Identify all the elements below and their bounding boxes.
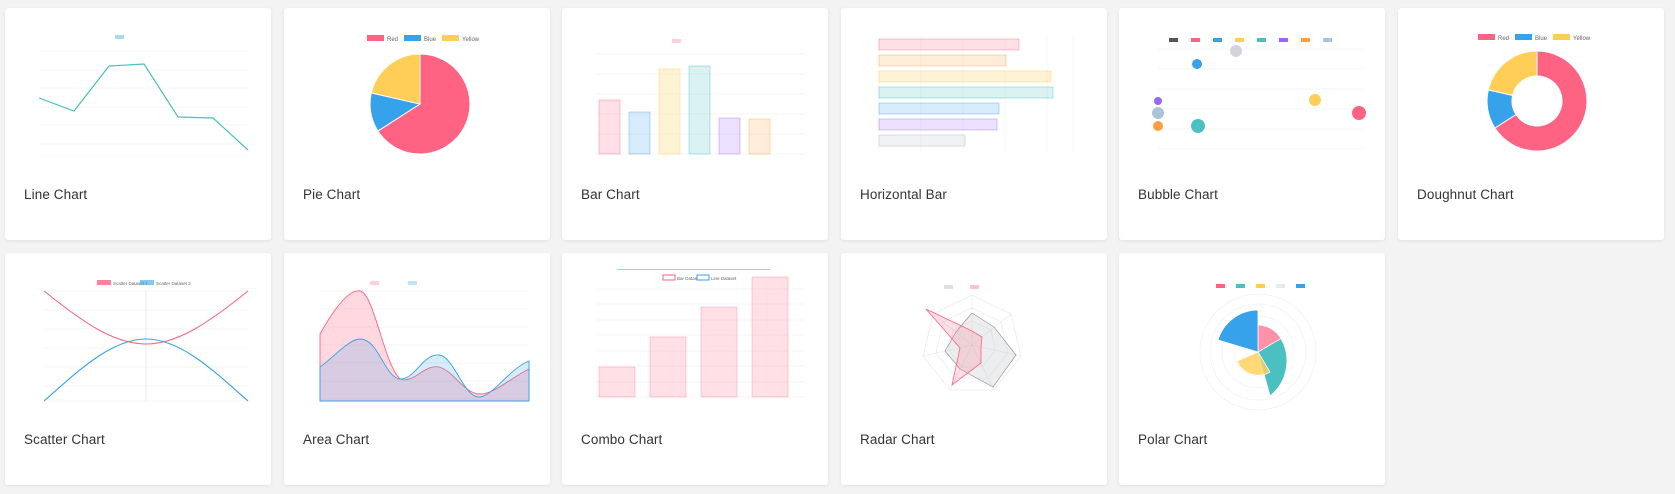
horizontal-bar-chart-thumbnail [878, 38, 1074, 153]
card-label: Horizontal Bar [860, 187, 947, 202]
svg-text:Red: Red [1498, 36, 1509, 42]
combo-chart-thumbnail: Bar Dataset Line Dataset [596, 269, 805, 398]
svg-text:Bar Dataset: Bar Dataset [677, 276, 702, 281]
card-label: Polar Chart [1138, 432, 1208, 447]
svg-text:Yellow: Yellow [462, 37, 480, 43]
svg-text:Blue: Blue [424, 37, 437, 43]
bubble-chart-thumbnail [1152, 38, 1366, 150]
svg-text:Red: Red [387, 37, 398, 43]
card-scatter-chart[interactable]: Scatter Dataset 1 Scatter Dataset 2 Scat… [5, 253, 271, 485]
card-doughnut-chart[interactable]: Red Blue Yellow Doughnut Chart [1398, 8, 1664, 240]
doughnut-chart-thumbnail: Red Blue Yellow [1478, 34, 1591, 152]
card-horizontal-bar-chart[interactable]: Horizontal Bar [841, 8, 1107, 240]
scatter-chart-thumbnail: Scatter Dataset 1 Scatter Dataset 2 [43, 280, 249, 402]
card-area-chart[interactable]: Area Chart [284, 253, 550, 485]
area-chart-thumbnail [319, 281, 530, 402]
card-label: Bar Chart [581, 187, 640, 202]
card-polar-chart[interactable]: Polar Chart [1119, 253, 1385, 485]
svg-text:Yellow: Yellow [1573, 36, 1591, 42]
svg-text:Scatter Dataset 1: Scatter Dataset 1 [113, 281, 148, 286]
svg-text:Scatter Dataset 2: Scatter Dataset 2 [156, 281, 191, 286]
svg-text:Blue: Blue [1535, 36, 1548, 42]
card-label: Combo Chart [581, 432, 663, 447]
card-bar-chart[interactable]: Bar Chart [562, 8, 828, 240]
bar-chart-thumbnail [596, 39, 805, 155]
card-line-chart[interactable]: Line Chart [5, 8, 271, 240]
radar-chart-thumbnail [922, 285, 1022, 391]
card-label: Bubble Chart [1138, 187, 1218, 202]
card-label: Radar Chart [860, 432, 935, 447]
card-combo-chart[interactable]: Bar Dataset Line Dataset Combo Chart [562, 253, 828, 485]
polar-chart-thumbnail [1199, 284, 1317, 411]
card-label: Line Chart [24, 187, 88, 202]
line-chart-thumbnail [38, 35, 249, 157]
svg-text:Line Dataset: Line Dataset [711, 276, 737, 281]
card-label: Pie Chart [303, 187, 361, 202]
card-label: Area Chart [303, 432, 370, 447]
card-label: Doughnut Chart [1417, 187, 1514, 202]
card-pie-chart[interactable]: Red Blue Yellow Pie Chart [284, 8, 550, 240]
card-label: Scatter Chart [24, 432, 105, 447]
pie-chart-thumbnail: Red Blue Yellow [367, 35, 480, 155]
card-bubble-chart[interactable]: Bubble Chart [1119, 8, 1385, 240]
card-radar-chart[interactable]: Radar Chart [841, 253, 1107, 485]
